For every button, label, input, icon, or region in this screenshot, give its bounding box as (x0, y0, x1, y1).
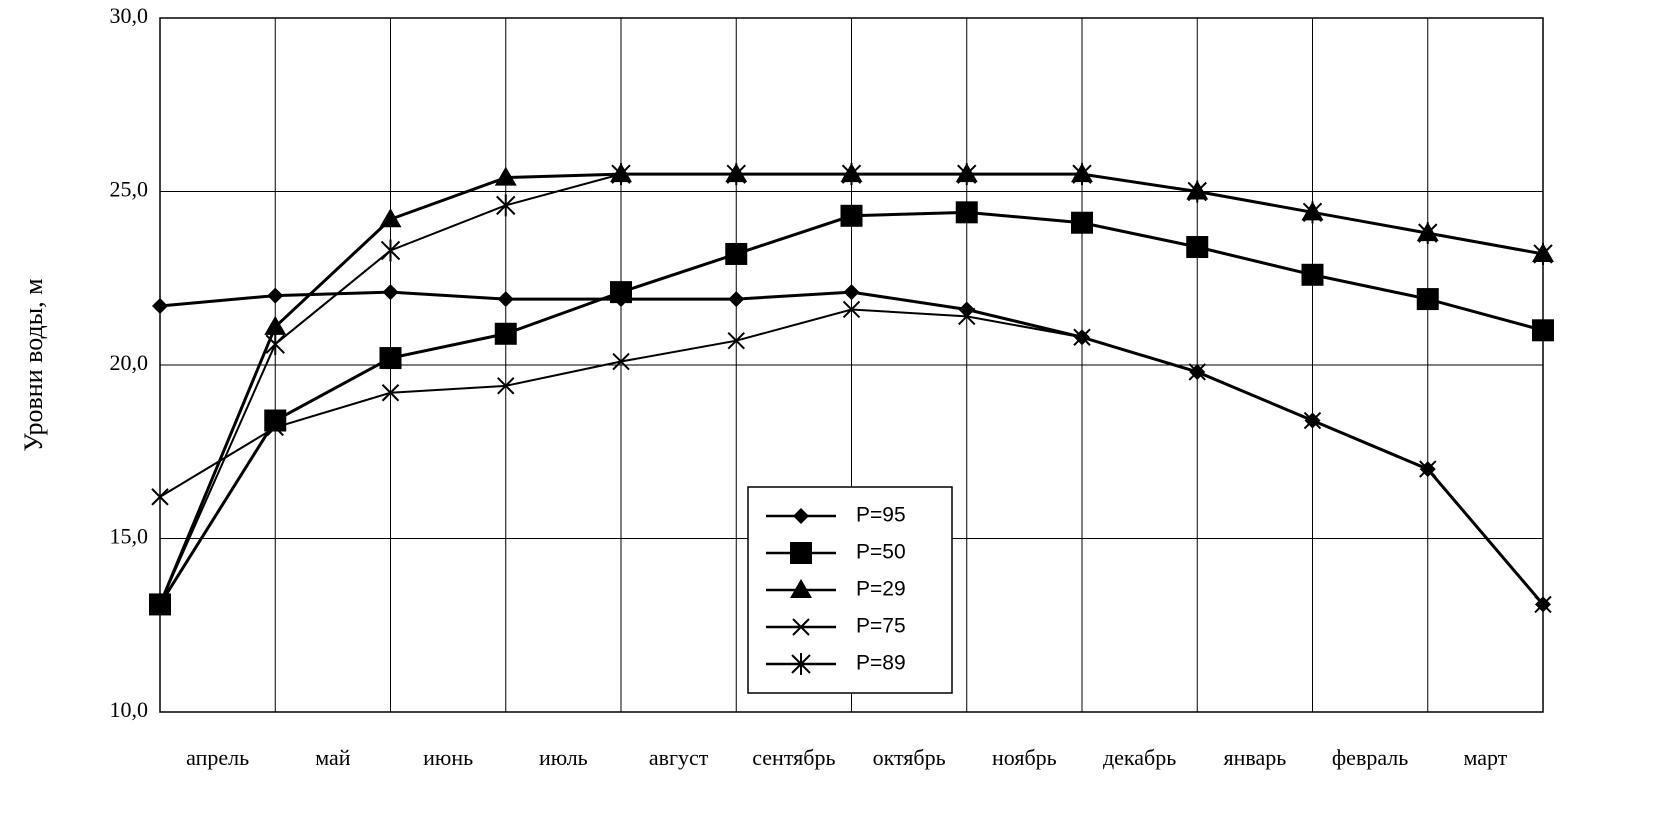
marker (1188, 363, 1206, 381)
marker (727, 332, 745, 350)
marker (1071, 211, 1093, 234)
marker (790, 579, 812, 598)
marker (496, 194, 516, 217)
x-tick-label: январь (1223, 745, 1286, 770)
marker (1532, 319, 1554, 342)
marker (497, 291, 514, 308)
marker (381, 384, 400, 402)
x-tick-label: ноябрь (992, 745, 1057, 770)
x-tick-label: декабрь (1103, 745, 1176, 770)
marker (955, 201, 978, 224)
marker (843, 284, 860, 301)
marker (610, 281, 632, 304)
marker (380, 239, 401, 262)
marker (791, 653, 811, 675)
marker (1533, 242, 1553, 265)
y-tick-label: 25,0 (110, 177, 149, 202)
marker (1416, 288, 1439, 311)
marker (958, 307, 976, 326)
marker (840, 204, 863, 227)
marker (379, 347, 402, 370)
y-tick-label: 30,0 (110, 3, 149, 28)
x-tick-label: июнь (423, 745, 473, 770)
marker (1303, 411, 1322, 430)
x-tick-label: февраль (1332, 745, 1408, 770)
marker (957, 163, 977, 186)
legend-label: P=95 (856, 504, 906, 527)
y-tick-label: 15,0 (110, 524, 149, 549)
marker (1186, 236, 1209, 259)
y-axis-label: Уровни воды, м (19, 278, 48, 451)
marker (841, 163, 862, 186)
x-tick-label: март (1463, 745, 1507, 770)
marker (1418, 222, 1438, 245)
marker (726, 163, 746, 186)
marker (1419, 460, 1437, 478)
x-tick-label: май (315, 745, 351, 770)
marker (792, 618, 810, 636)
marker (793, 508, 809, 524)
x-tick-label: август (649, 745, 709, 770)
legend-label: P=89 (856, 652, 906, 675)
marker (267, 287, 284, 304)
marker (1187, 180, 1207, 203)
marker (379, 208, 402, 228)
marker (382, 284, 399, 301)
x-tick-label: октябрь (873, 745, 946, 770)
marker (152, 298, 168, 315)
marker (264, 315, 287, 335)
x-tick-label: апрель (186, 745, 249, 770)
marker (1073, 328, 1091, 346)
marker (612, 352, 630, 371)
x-tick-label: сентябрь (752, 745, 835, 770)
marker (1301, 263, 1324, 286)
marker (494, 322, 517, 345)
marker (265, 333, 285, 356)
marker (150, 593, 170, 616)
marker (728, 291, 745, 308)
legend-label: P=29 (856, 578, 906, 601)
marker (842, 300, 861, 319)
marker (497, 377, 515, 395)
marker (494, 166, 517, 186)
marker (266, 418, 284, 437)
marker (1072, 163, 1092, 186)
marker (1302, 201, 1323, 224)
marker (725, 242, 748, 265)
legend: P=95 P=50 P=29 P=75 P=89 (747, 486, 953, 694)
x-tick-label: июль (539, 745, 588, 770)
marker (1534, 595, 1552, 614)
marker (611, 163, 631, 186)
y-tick-label: 10,0 (110, 697, 149, 722)
legend-label: P=50 (856, 541, 906, 564)
legend-label: P=75 (856, 615, 906, 638)
marker (790, 542, 812, 564)
y-tick-label: 20,0 (110, 350, 149, 375)
marker (151, 488, 169, 506)
